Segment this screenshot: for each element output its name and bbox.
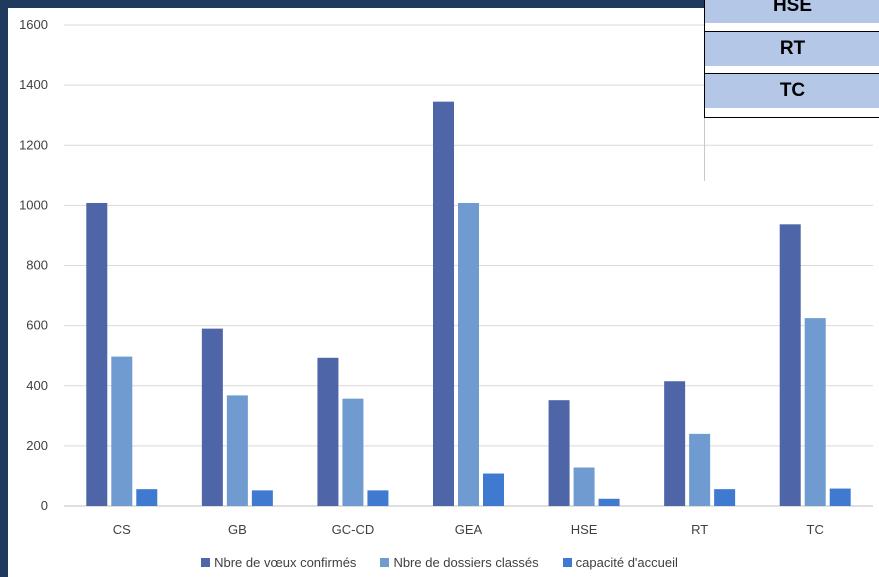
- legend-label-dossiers: Nbre de dossiers classés: [393, 554, 539, 570]
- bar-tc-series-2: [804, 318, 826, 506]
- y-tick-label: 800: [26, 258, 48, 273]
- bar-tc-series-3: [829, 488, 851, 506]
- bar-gea-series-2: [458, 202, 479, 506]
- y-tick-label: 200: [26, 438, 48, 453]
- overlay-table-edge-line: [704, 117, 705, 181]
- legend-label-capacite: capacité d'accueil: [575, 554, 678, 570]
- legend-item-voeux: Nbre de vœux confirmés: [201, 555, 356, 570]
- frame-border: [0, 0, 879, 8]
- overlay-table-row-rt: RT: [705, 31, 879, 66]
- bar-hse-series-1: [548, 400, 570, 506]
- chart-legend: Nbre de vœux confirmés Nbre de dossiers …: [0, 551, 879, 573]
- bar-cs-series-3: [136, 489, 158, 506]
- bar-rt-series-2: [689, 433, 711, 506]
- bar-gb-series-1: [201, 328, 223, 506]
- bar-gb-series-2: [226, 395, 248, 506]
- legend-swatch-voeux: [201, 557, 211, 567]
- y-tick-label: 0: [41, 498, 48, 513]
- bar-gc-cd-series-1: [317, 357, 339, 506]
- legend-label-voeux: Nbre de vœux confirmés: [214, 554, 357, 570]
- bar-tc-series-1: [779, 224, 801, 506]
- legend-swatch-capacite: [562, 557, 572, 567]
- x-tick-label: GB: [228, 522, 247, 537]
- y-tick-label: 1600: [19, 17, 48, 32]
- y-tick-label: 400: [26, 378, 48, 393]
- overlay-table-row-tc: TC: [705, 73, 879, 108]
- x-tick-label: CS: [113, 522, 131, 537]
- bar-gea-series-3: [483, 473, 504, 506]
- overlay-table: HSE RT TC: [704, 0, 879, 118]
- bar-gc-cd-series-3: [367, 490, 389, 506]
- bar-gea-series-1: [433, 101, 454, 507]
- overlay-table-row-hse: HSE: [705, 0, 879, 23]
- bar-rt-series-3: [714, 489, 736, 506]
- bar-cs-series-1: [86, 202, 108, 506]
- bar-rt-series-1: [664, 381, 686, 506]
- legend-item-dossiers: Nbre de dossiers classés: [380, 554, 539, 570]
- bar-gb-series-3: [251, 490, 273, 506]
- x-tick-label: TC: [807, 522, 824, 537]
- x-tick-label: GC-CD: [332, 522, 375, 537]
- y-tick-label: 1200: [19, 137, 48, 152]
- legend-item-capacite: capacité d'accueil: [562, 554, 678, 570]
- bar-gc-cd-series-2: [342, 398, 364, 506]
- bar-hse-series-3: [598, 498, 620, 506]
- legend-swatch-dossiers: [380, 557, 390, 567]
- y-tick-label: 1400: [19, 77, 48, 92]
- x-tick-label: GEA: [455, 522, 483, 537]
- y-tick-label: 1000: [19, 197, 48, 212]
- bar-cs-series-2: [111, 356, 133, 506]
- x-tick-label: HSE: [571, 522, 598, 537]
- x-tick-label: RT: [691, 522, 708, 537]
- y-tick-label: 600: [26, 318, 48, 333]
- bar-hse-series-2: [573, 467, 595, 506]
